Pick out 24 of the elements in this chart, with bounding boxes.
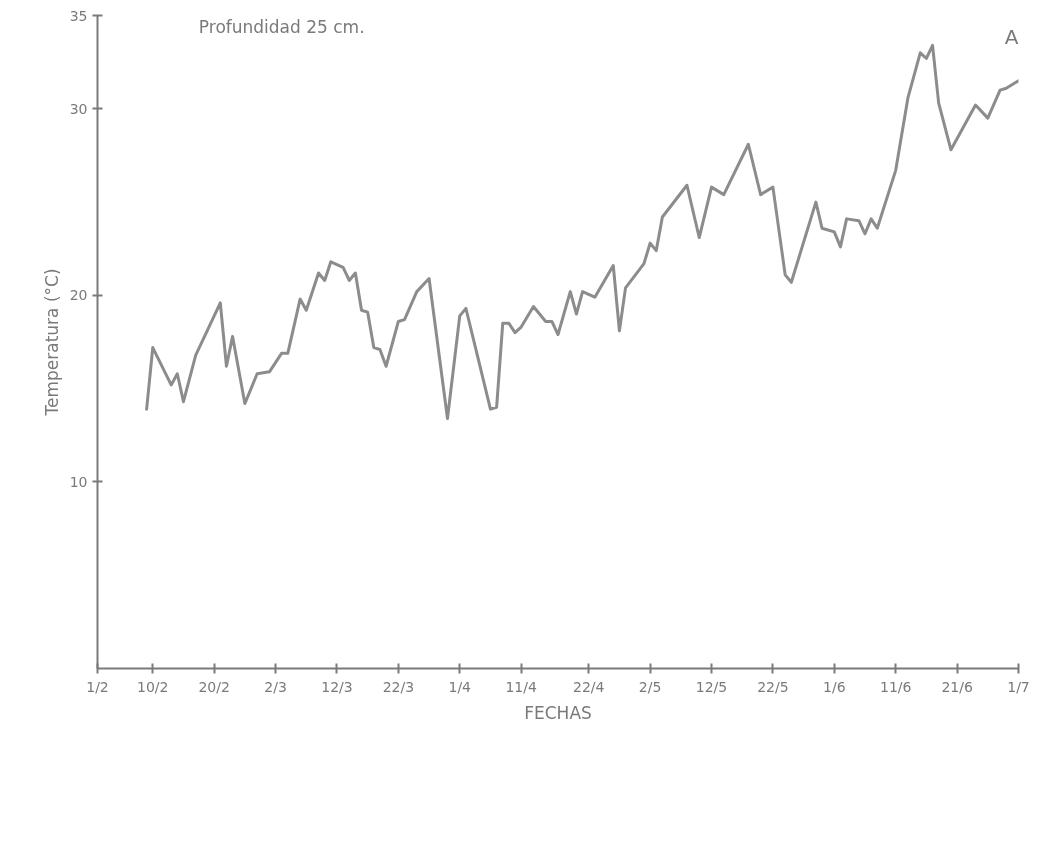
x-tick-label: 1/2 (86, 678, 109, 695)
x-tick-label: 22/4 (572, 678, 605, 695)
x-tick-label: 2/3 (264, 678, 287, 695)
x-tick-label: 11/6 (879, 678, 912, 695)
x-tick-label: 10/2 (137, 678, 169, 695)
x-tick-label: 22/3 (382, 678, 415, 695)
x-tick-label: 1/6 (823, 678, 846, 695)
y-tick-label: 10 (69, 473, 88, 490)
x-tick-label: 22/5 (757, 678, 789, 695)
x-tick-label: 1/4 (448, 678, 472, 695)
y-axis-title: Temperatura (°C) (41, 268, 62, 417)
x-tick-label: 2/5 (638, 678, 662, 695)
y-tick-label: 35 (69, 7, 88, 24)
x-tick-label: 12/5 (695, 678, 728, 695)
x-tick-label: 12/3 (321, 678, 353, 695)
x-tick-label: 21/6 (941, 678, 973, 695)
y-tick-label: 20 (69, 287, 88, 304)
y-tick-label: 30 (69, 100, 88, 117)
chart-title: Profundidad 25 cm. (198, 16, 365, 37)
x-tick-label: 1/7 (1007, 678, 1030, 695)
x-tick-label: 20/2 (198, 678, 230, 695)
x-tick-label: 11/4 (505, 678, 537, 695)
annotation: A (1004, 25, 1019, 50)
x-axis-title: FECHAS (524, 702, 592, 723)
